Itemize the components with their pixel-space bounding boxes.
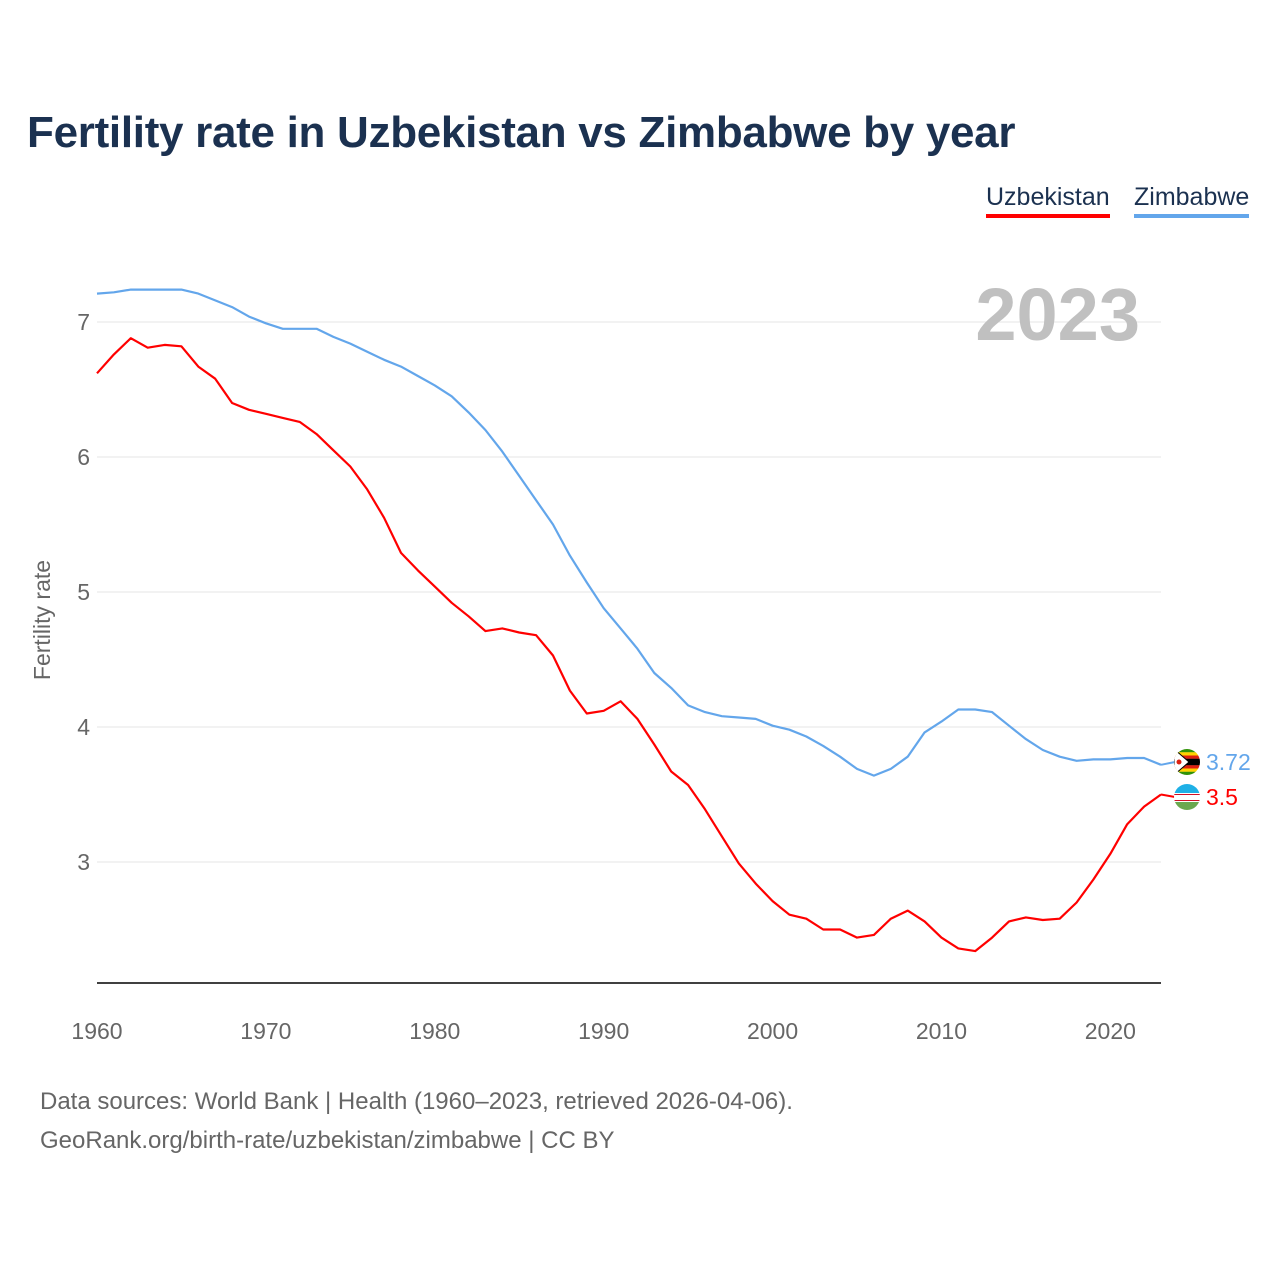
stripe [1174,749,1200,753]
star [1176,759,1182,765]
x-tick-label: 1970 [240,1018,291,1044]
stripe [1174,800,1200,801]
legend-item-zimbabwe[interactable]: Zimbabwe [1134,183,1250,218]
x-tick-label: 1990 [578,1018,629,1044]
end-connector [1160,761,1176,766]
stripe [1174,802,1200,810]
y-tick-label: 5 [77,579,90,605]
stripe [1174,752,1200,756]
y-tick-label: 7 [77,309,90,335]
series-lines [96,288,1162,953]
stripe [1174,765,1200,769]
end-markers: 3.5 3.72 [1160,749,1251,810]
x-tick-label: 2010 [916,1018,967,1044]
y-tick-label: 6 [77,444,90,470]
end-value-label-zimbabwe: 3.72 [1206,749,1251,775]
stripe [1174,794,1200,795]
x-ticks: 1960 1970 1980 1990 2000 2010 2020 [71,1018,1136,1044]
y-tick-label: 3 [77,849,90,875]
stripe [1174,784,1200,793]
stripe [1174,793,1200,802]
gridlines [97,321,1161,863]
year-watermark: 2023 [975,273,1140,356]
data-source-note: Data sources: World Bank | Health (1960–… [40,1088,793,1115]
source-url[interactable]: GeoRank.org/birth-rate/uzbekistan/zimbab… [40,1127,615,1154]
stripe [1174,768,1200,772]
chart-title: Fertility rate in Uzbekistan vs Zimbabwe… [27,108,1016,157]
stripe [1174,755,1200,759]
y-tick-label: 4 [77,714,90,740]
x-tick-label: 2000 [747,1018,798,1044]
stripe [1174,771,1200,775]
y-ticks: 3 4 5 6 7 [77,309,90,875]
x-tick-label: 1960 [71,1018,122,1044]
x-tick-label: 2020 [1085,1018,1136,1044]
series-line-uzbekistan [96,337,1162,953]
flag-stripes [1174,749,1200,775]
legend-item-uzbekistan[interactable]: Uzbekistan [986,183,1110,218]
y-axis-label: Fertility rate [29,560,55,680]
series-line-zimbabwe [96,288,1162,777]
flag-zimbabwe-icon [1174,749,1200,775]
flag-uzbekistan-icon [1174,784,1200,810]
x-tick-label: 1980 [409,1018,460,1044]
flag-stripes [1174,784,1200,810]
end-connector [1160,793,1176,798]
end-value-label-uzbekistan: 3.5 [1206,784,1238,810]
